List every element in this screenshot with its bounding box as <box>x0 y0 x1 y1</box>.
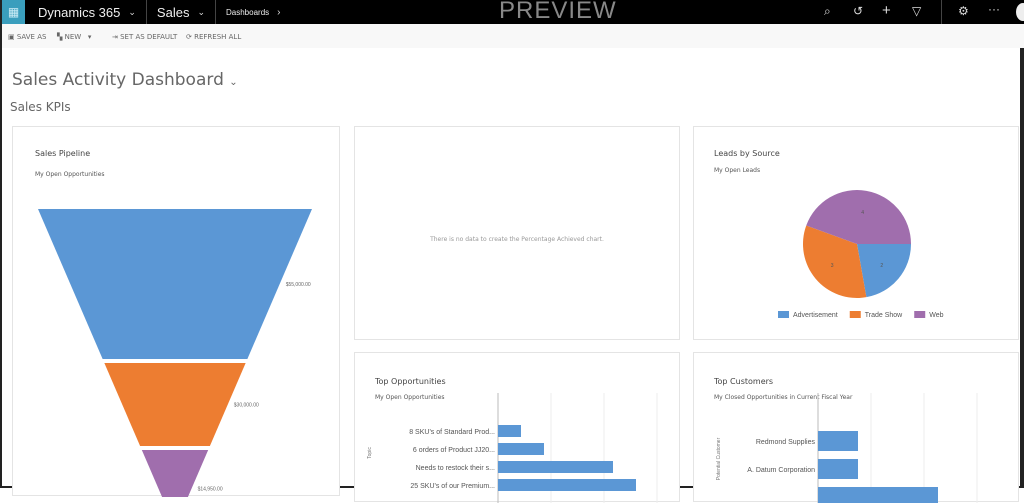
legend-label: Advertisement <box>793 312 838 319</box>
no-data-message: There is no data to create the Percentag… <box>430 236 604 243</box>
pie-slice <box>803 225 867 298</box>
divider <box>145 0 147 24</box>
chevron-right-icon[interactable]: › <box>277 6 281 18</box>
funnel-label: $14,950.00 <box>198 487 223 493</box>
app-name[interactable]: Dynamics 365 <box>38 4 121 20</box>
bar-chart: Potential Customer Redmond Supplies A. Dat… <box>716 393 978 503</box>
dashboard-selector[interactable]: Sales Activity Dashboard ⌄ <box>12 70 238 90</box>
card-title: Leads by Source <box>714 149 780 158</box>
search-icon[interactable]: ⌕ <box>824 4 831 18</box>
bar <box>498 461 613 473</box>
bar <box>498 425 521 437</box>
chevron-down-icon[interactable]: ⌄ <box>197 6 205 17</box>
bar <box>498 479 636 491</box>
pie-slice <box>857 244 911 298</box>
funnel-chart: $55,000.00 $30,000.00 $14,950.00 <box>38 209 312 497</box>
funnel-label: $30,000.00 <box>234 403 259 409</box>
history-icon[interactable]: ↺ <box>853 4 864 18</box>
bar-chart: Topic 8 SKU's of Standard Prod... 6 orders… <box>367 393 658 503</box>
category-label: 25 SKU's of our Premium... <box>410 483 495 490</box>
page-title: Sales Activity Dashboard <box>12 70 224 90</box>
filter-icon[interactable]: ▽ <box>912 4 922 18</box>
category-label: 6 orders of Product JJ20... <box>413 447 495 454</box>
new-button[interactable]: ▚ NEW ▾ <box>57 33 92 41</box>
top-opportunities-card: Top Opportunities My Open Opportunities … <box>354 352 680 503</box>
save-as-button[interactable]: ▣ SAVE AS <box>8 33 47 41</box>
avatar[interactable] <box>1016 3 1024 21</box>
slice-label: 4 <box>861 210 864 216</box>
section-title: Sales KPIs <box>10 100 71 114</box>
sales-pipeline-card: Sales Pipeline My Open Opportunities $55… <box>12 126 340 497</box>
refresh-all-button[interactable]: ⟳ REFRESH ALL <box>186 33 242 41</box>
slice-label: 3 <box>831 263 834 269</box>
legend-swatch <box>914 311 926 318</box>
category-label: Redmond Supplies <box>756 439 816 446</box>
axis-label: Potential Customer <box>716 437 722 480</box>
funnel-label: $55,000.00 <box>286 282 311 288</box>
chevron-down-icon[interactable]: ⌄ <box>229 77 238 88</box>
card-title: Sales Pipeline <box>35 149 91 158</box>
bar <box>498 443 544 455</box>
legend-swatch <box>778 311 789 318</box>
more-icon[interactable]: ··· <box>988 2 1000 16</box>
pie-slice <box>806 190 911 244</box>
chevron-down-icon[interactable]: ⌄ <box>128 6 136 17</box>
leads-by-source-card: Leads by Source My Open Leads 2 3 4 Adverti… <box>693 126 1019 340</box>
card-subtitle: My Closed Opportunities in Current Fisca… <box>714 394 853 401</box>
funnel-segment <box>38 209 312 359</box>
divider <box>215 0 216 24</box>
legend-label: Trade Show <box>865 312 903 319</box>
category-label: A. Datum Corporation <box>747 467 815 474</box>
legend-label: Web <box>929 312 943 319</box>
breadcrumb-dashboards[interactable]: Dashboards <box>226 7 270 17</box>
app-launcher-icon[interactable]: ▦ <box>2 0 25 24</box>
plus-icon[interactable]: + <box>882 2 891 19</box>
category-label: Needs to restock their s... <box>416 465 495 472</box>
bar <box>818 459 858 479</box>
percentage-achieved-card: There is no data to create the Percentag… <box>354 126 680 340</box>
module-name[interactable]: Sales <box>156 4 190 20</box>
set-default-button[interactable]: ⇥ SET AS DEFAULT <box>112 33 178 41</box>
slice-label: 2 <box>880 263 883 269</box>
preview-watermark: PREVIEW <box>499 0 617 24</box>
card-title: Top Opportunities <box>375 377 446 386</box>
top-customers-card: Top Customers My Closed Opportunities in… <box>693 352 1019 503</box>
card-subtitle: My Open Opportunities <box>375 394 445 401</box>
card-title: Top Customers <box>714 377 774 386</box>
legend-swatch <box>849 311 861 318</box>
category-label: 8 SKU's of Standard Prod... <box>409 429 495 436</box>
nav-breadcrumbs: Dynamics 365 ⌄ Sales ⌄ Dashboards › <box>38 0 280 24</box>
top-nav-bar: ▦ Dynamics 365 ⌄ Sales ⌄ Dashboards › PR… <box>2 0 1024 24</box>
bar <box>818 487 938 503</box>
axis-label: Topic <box>367 447 373 459</box>
bar <box>818 431 858 451</box>
card-subtitle: My Open Leads <box>714 167 761 174</box>
command-bar: ▣ SAVE AS ▚ NEW ▾ ⇥ SET AS DEFAULT ⟳ REF… <box>2 24 1024 48</box>
pie-chart: 2 3 4 Advertisement Trade Show Web <box>778 190 944 319</box>
funnel-segment <box>141 450 209 497</box>
card-subtitle: My Open Opportunities <box>35 171 105 178</box>
funnel-segment <box>104 363 246 446</box>
gear-icon[interactable]: ⚙ <box>958 4 969 18</box>
